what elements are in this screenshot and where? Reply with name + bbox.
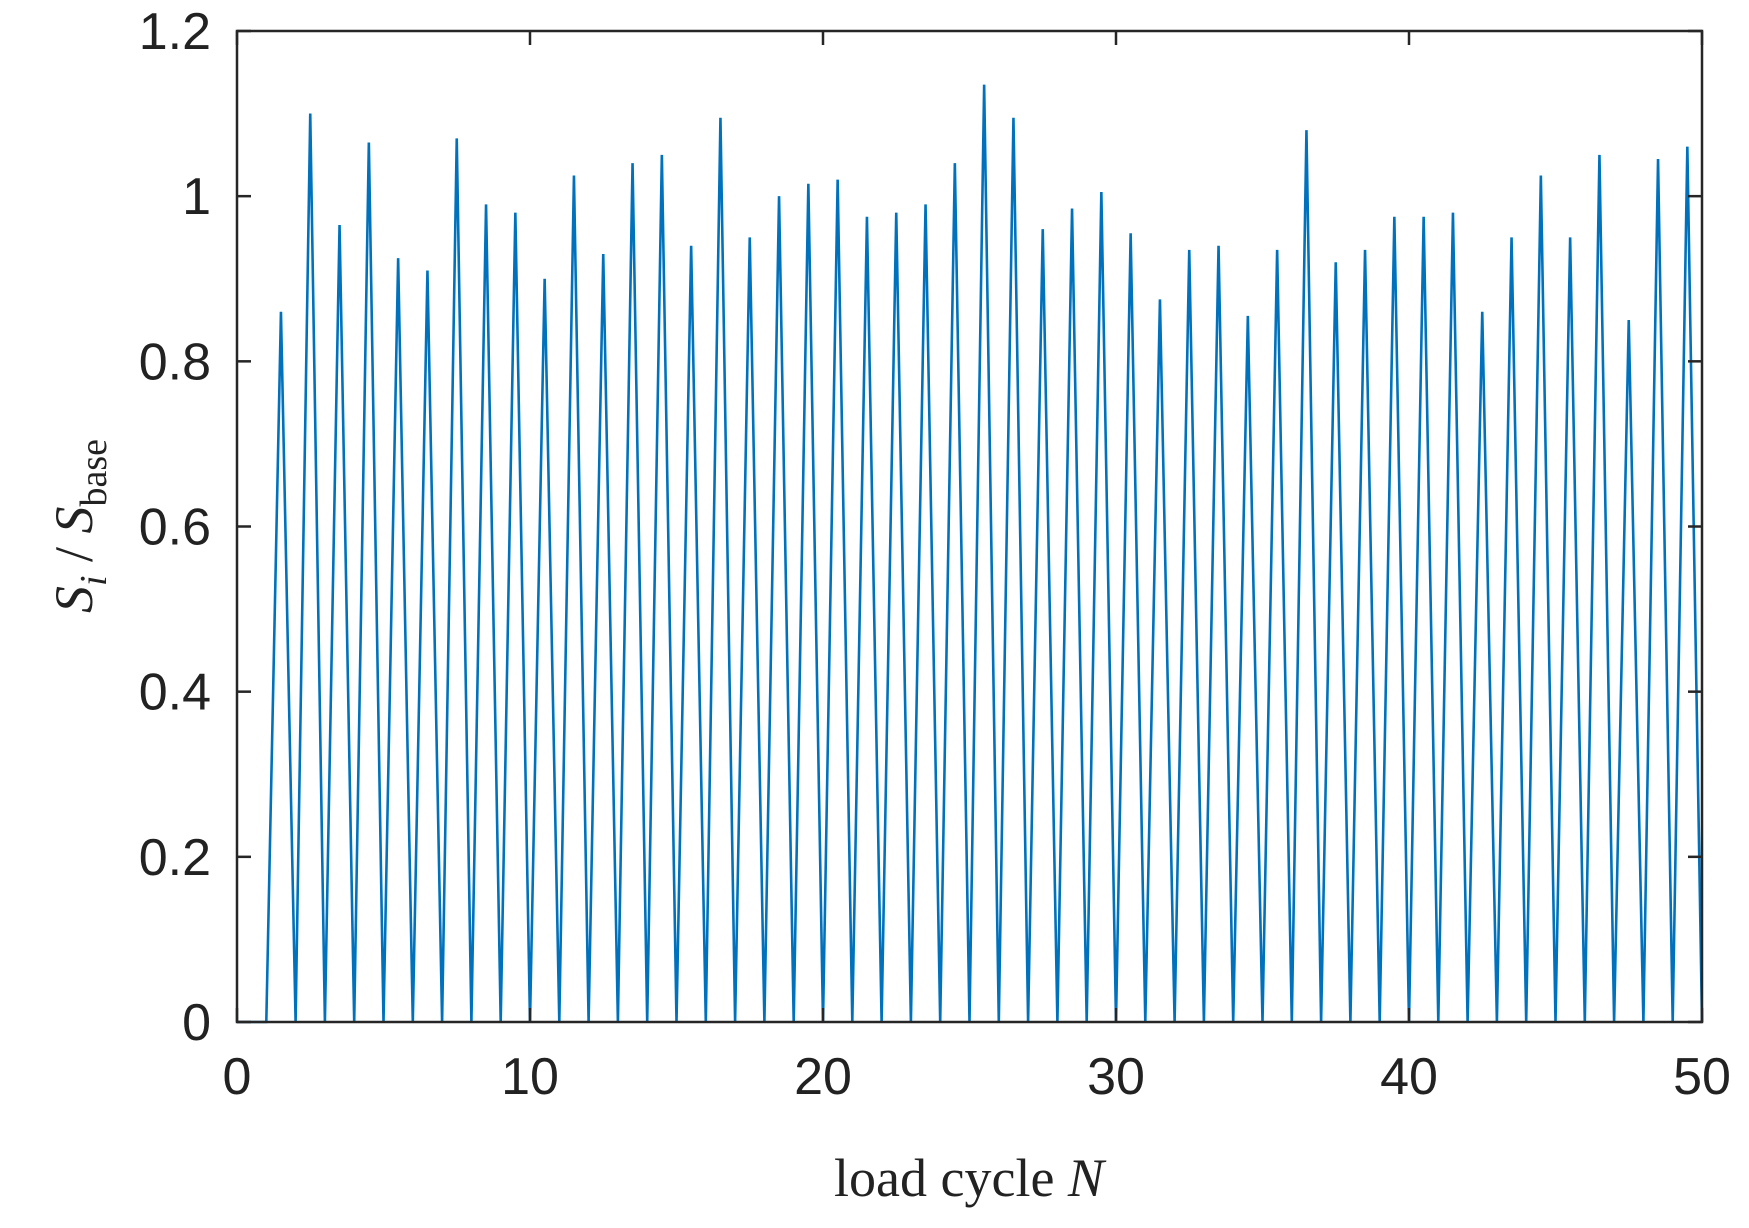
y-tick-label-3: 0.6 [139, 499, 211, 557]
x-tick-label-5: 50 [1673, 1048, 1731, 1106]
tick-layer [235, 29, 1704, 1024]
y-tick-label-1: 0.2 [139, 829, 211, 887]
tick-label-layer: 0 10 20 30 40 50 0 0.2 0.4 0.6 0.8 1 1.2 [139, 3, 1731, 1106]
y-axis-title-s: S [44, 586, 104, 613]
x-tick-label-2: 20 [794, 1048, 852, 1106]
y-axis-title-i: i [73, 575, 115, 586]
series-layer [237, 84, 1704, 1024]
x-axis-title: load cycle N [834, 1148, 1107, 1208]
x-axis-title-var: N [1067, 1148, 1107, 1208]
y-axis-title-base: base [73, 439, 115, 507]
y-tick-label-5: 1 [182, 168, 211, 226]
y-axis-title-s2: S [44, 506, 104, 533]
y-tick-label-4: 0.8 [139, 333, 211, 391]
x-tick-label-3: 30 [1087, 1048, 1145, 1106]
x-axis-title-text: load cycle [834, 1148, 1068, 1208]
x-tick-label-4: 40 [1380, 1048, 1438, 1106]
x-tick-label-0: 0 [223, 1048, 252, 1106]
y-tick-label-2: 0.4 [139, 664, 211, 722]
y-tick-label-0: 0 [182, 994, 211, 1052]
series-line-0 [237, 84, 1704, 1024]
x-tick-label-1: 10 [501, 1048, 559, 1106]
y-axis-title: Si / Sbase [44, 439, 115, 613]
y-tick-label-6: 1.2 [139, 3, 211, 61]
y-axis-title-slash: / [44, 533, 104, 575]
